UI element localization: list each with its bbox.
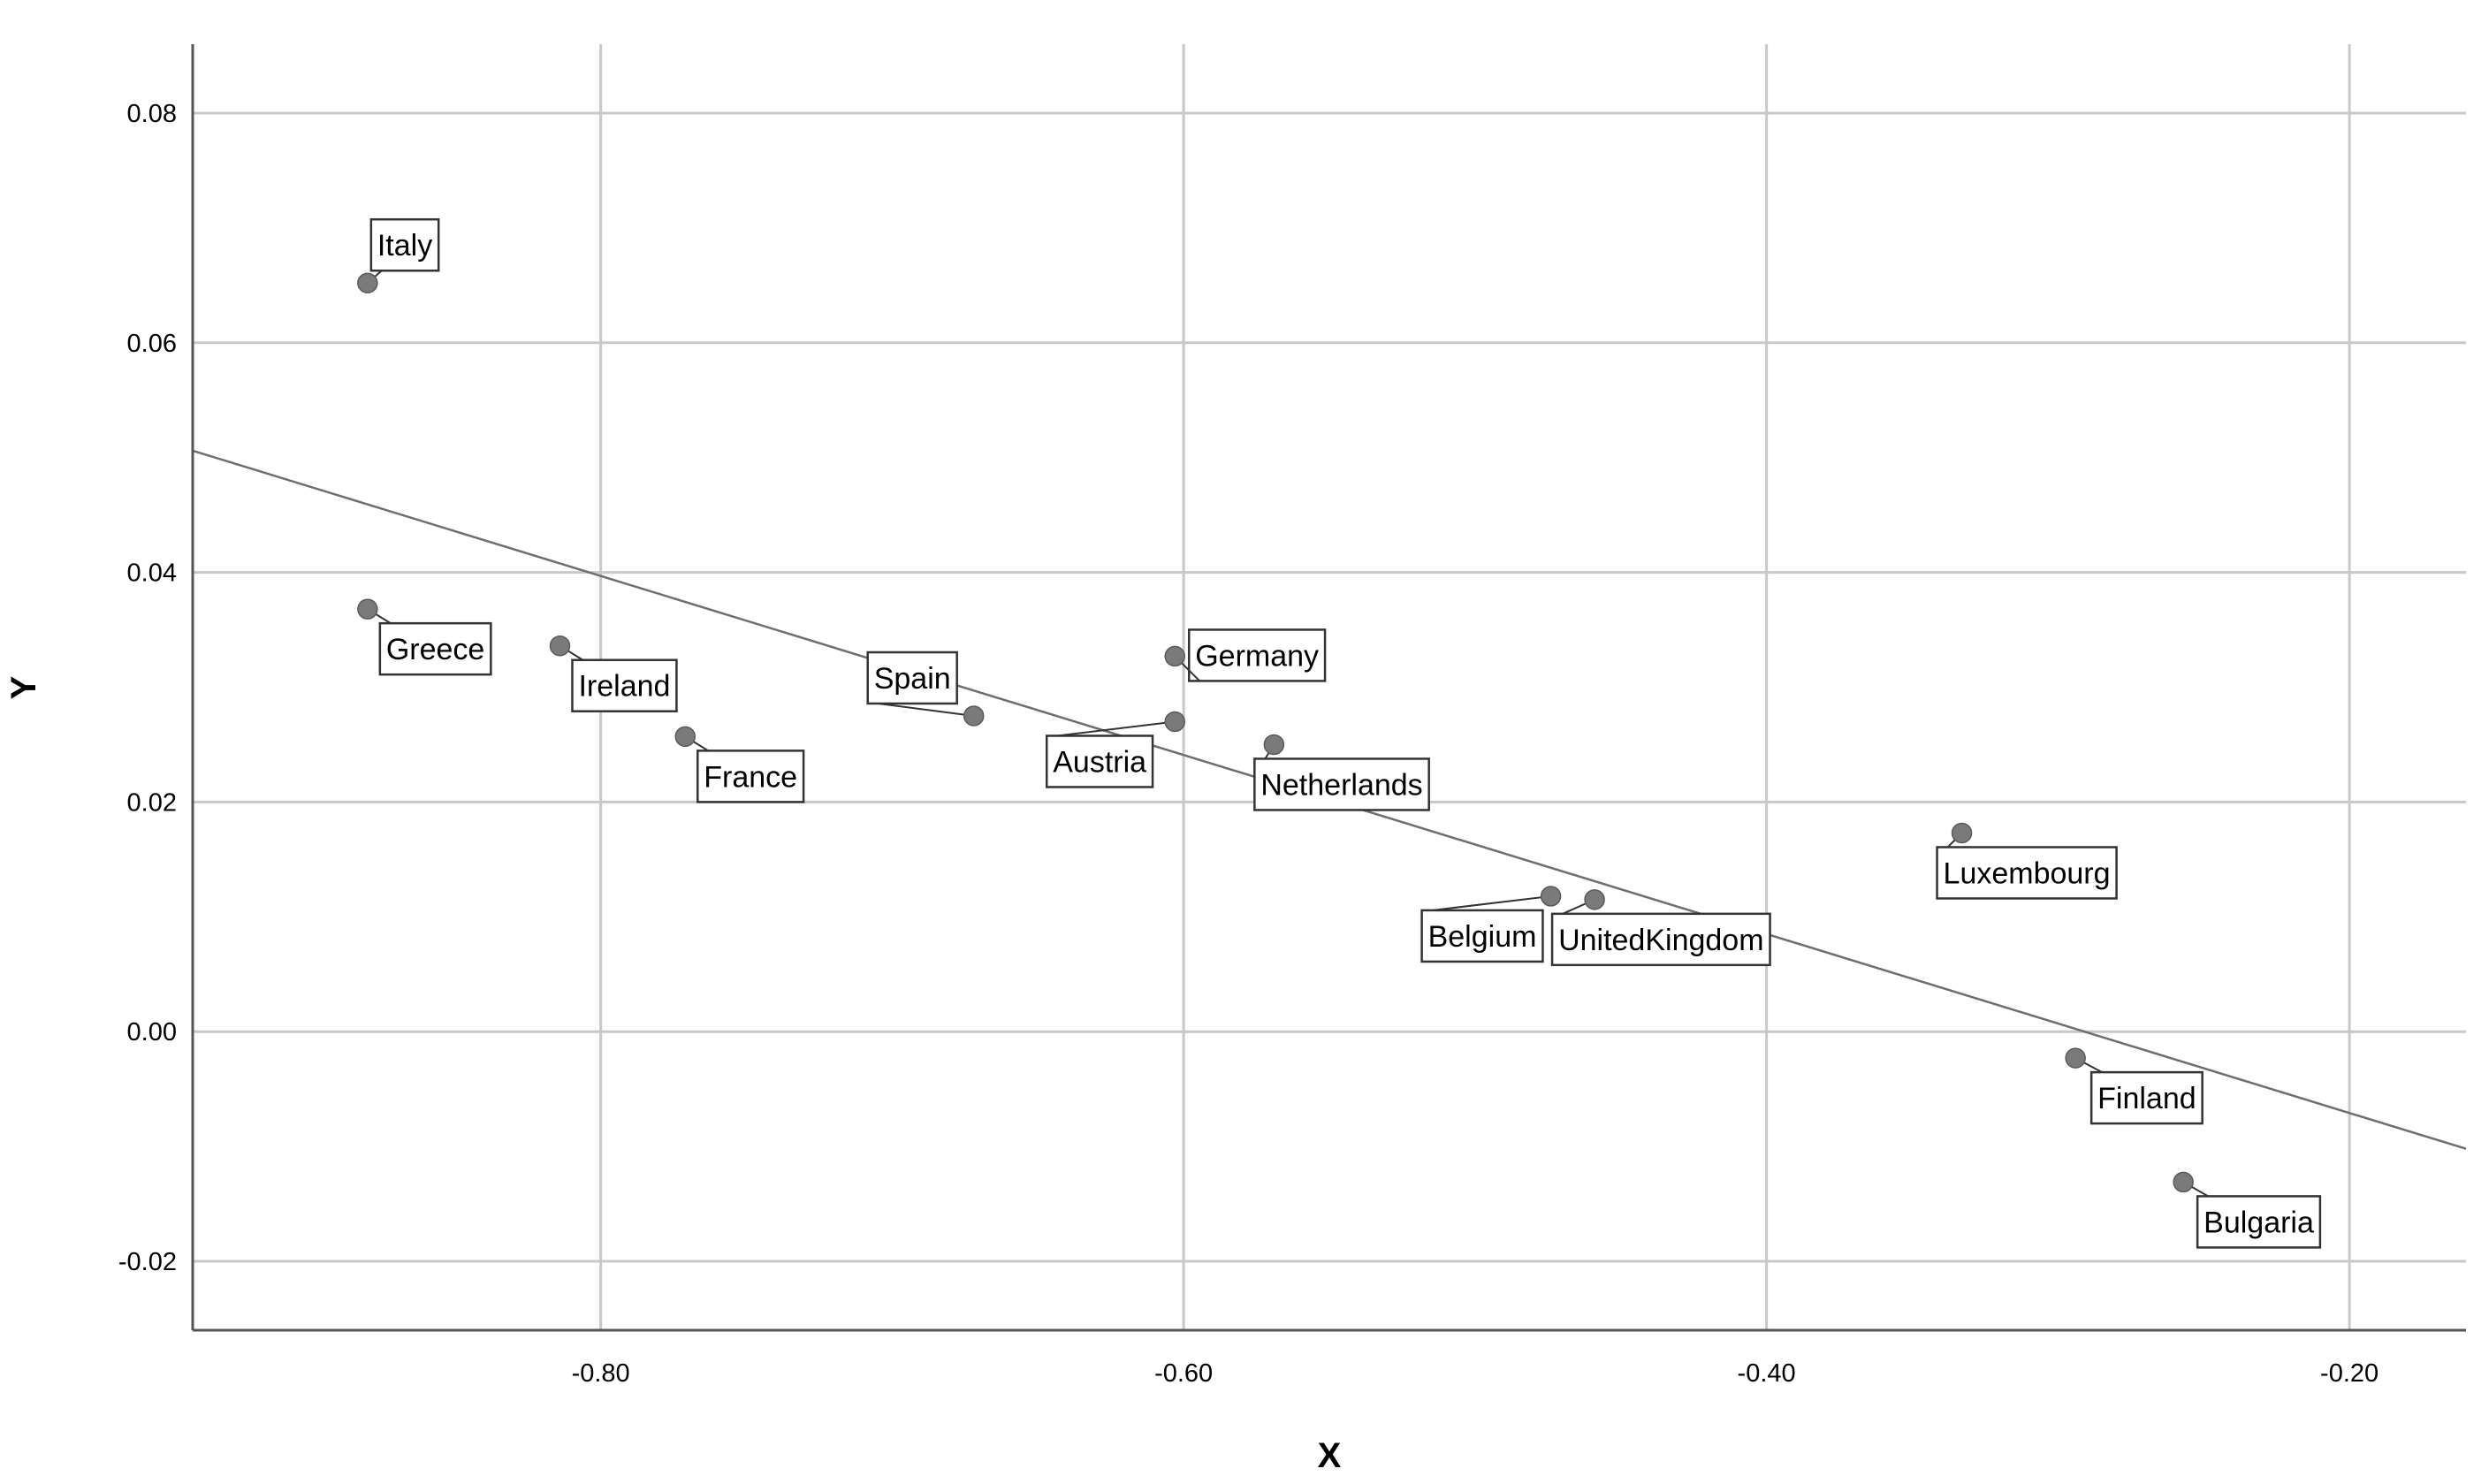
label-box bbox=[1253, 757, 1430, 811]
point-label: Greece bbox=[386, 633, 485, 666]
point-label: Germany bbox=[1195, 639, 1319, 673]
point-group: Netherlands bbox=[1253, 734, 1430, 811]
label-box bbox=[2196, 1195, 2322, 1249]
data-point-marker bbox=[2173, 1171, 2194, 1193]
axes bbox=[191, 44, 2466, 1332]
label-box bbox=[1045, 734, 1154, 788]
x-tick-label: -0.40 bbox=[1738, 1359, 1796, 1388]
x-axis-title: X bbox=[1318, 1436, 1342, 1475]
data-point-marker bbox=[1584, 889, 1605, 910]
data-point-marker bbox=[963, 705, 985, 727]
point-label: Austria bbox=[1053, 745, 1146, 779]
point-label: Finland bbox=[2097, 1082, 2196, 1115]
tick-labels: -0.80 -0.60 -0.40 -0.20 0.08 0.06 0.04 0.02 0.00… bbox=[118, 100, 2379, 1388]
label-box bbox=[1187, 628, 1327, 682]
label-box bbox=[571, 658, 678, 712]
data-point-marker bbox=[549, 635, 571, 657]
x-tick-label: -0.60 bbox=[1154, 1359, 1213, 1388]
label-box bbox=[1420, 909, 1544, 963]
y-tick-label: 0.08 bbox=[127, 100, 177, 128]
y-tick-label: 0.02 bbox=[127, 788, 177, 817]
label-leader bbox=[878, 702, 974, 717]
point-group: Austria bbox=[1045, 711, 1185, 788]
point-group: Italy bbox=[357, 217, 440, 293]
point-group: France bbox=[674, 726, 805, 803]
label-box bbox=[378, 621, 492, 676]
point-group: Greece bbox=[357, 598, 492, 676]
point-group: UnitedKingdom bbox=[1550, 889, 1771, 967]
gridlines bbox=[193, 44, 2466, 1330]
label-box bbox=[1936, 846, 2118, 900]
point-label: Ireland bbox=[578, 670, 670, 704]
label-leader bbox=[1057, 720, 1176, 737]
data-point-marker bbox=[2065, 1047, 2086, 1069]
point-label: UnitedKingdom bbox=[1558, 924, 1763, 957]
y-tick-label: 0.00 bbox=[127, 1018, 177, 1046]
point-label: Spain bbox=[874, 662, 951, 696]
point-label: Italy bbox=[377, 229, 432, 263]
point-label: France bbox=[704, 760, 797, 794]
data-point-marker bbox=[1164, 645, 1185, 667]
point-group: Spain bbox=[866, 651, 985, 727]
label-box bbox=[369, 217, 440, 272]
y-tick-label: -0.02 bbox=[118, 1248, 177, 1276]
data-point-marker bbox=[357, 272, 378, 293]
point-group: Ireland bbox=[549, 635, 678, 712]
y-tick-label: 0.04 bbox=[127, 559, 177, 588]
data-point-marker bbox=[357, 598, 378, 620]
point-group: Bulgaria bbox=[2173, 1171, 2322, 1249]
x-tick-label: -0.80 bbox=[572, 1359, 630, 1388]
x-tick-label: -0.20 bbox=[2320, 1359, 2379, 1388]
point-group: Luxembourg bbox=[1936, 822, 2118, 900]
point-group: Finland bbox=[2065, 1047, 2204, 1125]
y-tick-label: 0.06 bbox=[127, 330, 177, 358]
data-point-marker bbox=[1540, 886, 1562, 907]
data-points: Italy Greece Ireland France Spain Germany Aust… bbox=[357, 217, 2322, 1249]
point-group: Belgium bbox=[1420, 886, 1562, 963]
label-leader bbox=[1432, 894, 1551, 911]
label-box bbox=[2089, 1070, 2204, 1125]
y-axis-title: Y bbox=[4, 675, 43, 699]
data-point-marker bbox=[674, 726, 696, 748]
data-point-marker bbox=[1263, 734, 1285, 756]
point-label: Luxembourg bbox=[1944, 856, 2111, 890]
point-group: Germany bbox=[1164, 628, 1327, 682]
point-label: Belgium bbox=[1428, 920, 1537, 954]
label-box bbox=[696, 750, 805, 803]
data-point-marker bbox=[1951, 822, 1973, 844]
label-box bbox=[866, 651, 958, 705]
label-box bbox=[1550, 912, 1771, 967]
point-label: Bulgaria bbox=[2204, 1206, 2314, 1239]
data-point-marker bbox=[1164, 711, 1185, 733]
point-label: Netherlands bbox=[1260, 768, 1422, 802]
